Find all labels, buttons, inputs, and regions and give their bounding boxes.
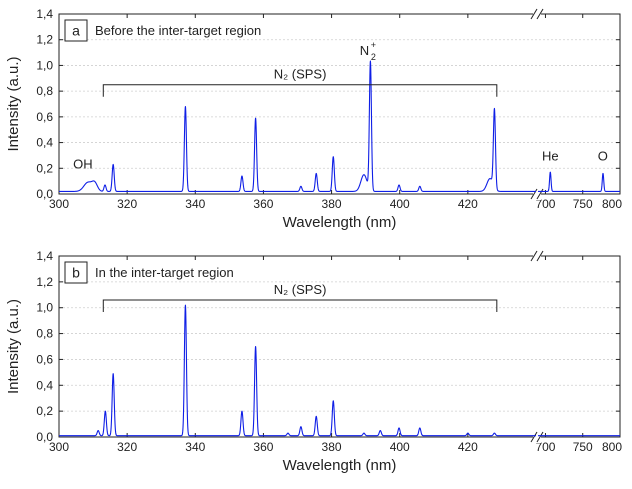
x-tick-label: 380 (322, 440, 342, 454)
axis-break-mark (536, 431, 544, 443)
panel-label-box (64, 19, 88, 42)
axis-break-gap (533, 431, 541, 443)
ion-label-subscript: 2 (371, 52, 376, 62)
x-tick-label: 400 (390, 440, 410, 454)
axis-break-mark (536, 250, 544, 262)
x-tick-label: 360 (253, 197, 273, 211)
y-tick-label: 1,4 (36, 249, 53, 263)
species-annotation: OH (73, 156, 93, 171)
y-tick-label: 1,4 (36, 7, 53, 21)
panel-label-box (64, 261, 88, 284)
axis-break-mark (530, 8, 538, 20)
y-tick-label: 0,4 (36, 136, 53, 150)
x-tick-label: 340 (185, 440, 205, 454)
axis-break-gap (533, 250, 541, 262)
y-tick-label: 0,0 (36, 430, 53, 444)
axis-break-mark (530, 250, 538, 262)
x-tick-label: 400 (390, 197, 410, 211)
y-tick-label: 1,0 (36, 58, 53, 72)
panel-a: 0,0 0,2 0,4 0,6 0,8 1,0 1,2 1,4 300 320 340 360 380 4… (5, 7, 622, 231)
x-axis-title: Wavelength (nm) (283, 457, 397, 474)
plot-frame (58, 13, 621, 195)
n2-sps-label: N₂ (SPS) (274, 67, 327, 82)
x-tick-label: 340 (185, 197, 205, 211)
panel-b: 0,0 0,2 0,4 0,6 0,8 1,0 1,2 1,4 300 320 340 360 380 4… (5, 249, 622, 474)
y-tick-label: 1,2 (36, 275, 53, 289)
n2-sps-bracket (102, 84, 498, 97)
x-tick-label: 300 (49, 440, 69, 454)
x-tick-label: 800 (602, 197, 622, 211)
y-tick-label: 0,8 (36, 327, 53, 341)
x-axis-title: Wavelength (nm) (283, 214, 397, 231)
y-tick-label: 0,6 (36, 110, 53, 124)
y-tick-label: 1,0 (36, 301, 53, 315)
n2-sps-label: N₂ (SPS) (274, 282, 327, 297)
axis-break-mark (536, 8, 544, 20)
species-annotation: He (542, 149, 559, 164)
spectrum-line (537, 171, 621, 192)
y-tick-label: 0,6 (36, 352, 53, 366)
x-tick-label: 700 (535, 440, 555, 454)
n2-sps-bracket (102, 299, 498, 312)
y-axis-title: Intensity (a.u.) (5, 56, 22, 151)
x-tick-label: 320 (117, 197, 137, 211)
y-axis-title: Intensity (a.u.) (5, 299, 22, 394)
x-tick-label: 420 (458, 440, 478, 454)
panel-label: b (72, 265, 80, 281)
spectrum-line (58, 304, 537, 437)
axis-break-mark (536, 188, 544, 200)
y-tick-label: 1,2 (36, 33, 53, 47)
panel-label: a (72, 23, 80, 39)
x-tick-label: 750 (573, 440, 593, 454)
axis-break-gap (533, 188, 541, 200)
x-tick-label: 800 (602, 440, 622, 454)
y-tick-label: 0,8 (36, 84, 53, 98)
y-tick-label: 0,2 (36, 404, 53, 418)
y-tick-label: 0,0 (36, 187, 53, 201)
panel-title: In the inter-target region (95, 265, 234, 280)
species-annotation: O (598, 149, 608, 164)
x-tick-label: 300 (49, 197, 69, 211)
x-tick-label: 420 (458, 197, 478, 211)
x-tick-label: 700 (535, 197, 555, 211)
axis-break-mark (530, 188, 538, 200)
y-tick-label: 0,2 (36, 161, 53, 175)
y-tick-label: 0,4 (36, 378, 53, 392)
x-tick-label: 750 (573, 197, 593, 211)
ion-label: N (360, 43, 369, 58)
x-tick-label: 320 (117, 440, 137, 454)
x-tick-label: 360 (253, 440, 273, 454)
axis-break-mark (530, 431, 538, 443)
plot-frame (58, 255, 621, 438)
x-tick-label: 380 (322, 197, 342, 211)
spectrum-line (58, 60, 537, 192)
axis-break-gap (533, 8, 541, 20)
ion-label-superscript: + (371, 40, 376, 50)
panel-title: Before the inter-target region (95, 23, 261, 38)
